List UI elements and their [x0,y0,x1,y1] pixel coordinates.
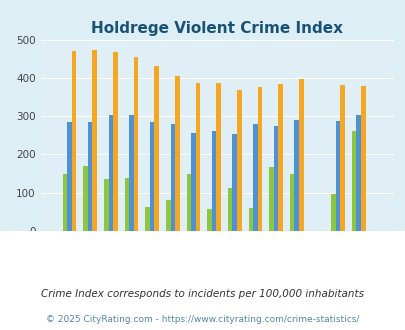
Bar [124,178,129,231]
Bar [227,188,232,231]
Bar [207,209,211,231]
Bar [166,200,170,231]
Bar [104,179,108,231]
Bar [351,131,356,231]
Bar [113,52,117,231]
Bar [269,167,273,231]
Bar [360,86,364,231]
Bar [62,174,67,231]
Bar [67,121,72,231]
Bar [339,85,344,231]
Bar [145,207,149,231]
Bar [335,121,339,231]
Bar [298,79,303,231]
Bar [278,84,282,231]
Text: © 2025 CityRating.com - https://www.cityrating.com/crime-statistics/: © 2025 CityRating.com - https://www.city… [46,315,359,324]
Bar [294,119,298,231]
Title: Holdrege Violent Crime Index: Holdrege Violent Crime Index [91,21,342,36]
Bar [72,51,76,231]
Bar [83,166,88,231]
Bar [175,76,179,231]
Bar [170,124,175,231]
Bar [237,90,241,231]
Bar [253,124,257,231]
Bar [216,83,220,231]
Bar [191,133,195,231]
Bar [129,115,133,231]
Bar [356,115,360,231]
Bar [232,134,237,231]
Bar [330,194,335,231]
Bar [149,122,154,231]
Bar [273,126,278,231]
Bar [248,208,253,231]
Bar [133,57,138,231]
Bar [92,50,97,231]
Bar [154,66,159,231]
Bar [195,83,200,231]
Bar [108,115,113,231]
Text: Crime Index corresponds to incidents per 100,000 inhabitants: Crime Index corresponds to incidents per… [41,289,364,299]
Bar [88,122,92,231]
Bar [257,87,262,231]
Bar [186,174,191,231]
Bar [289,174,294,231]
Bar [211,131,216,231]
